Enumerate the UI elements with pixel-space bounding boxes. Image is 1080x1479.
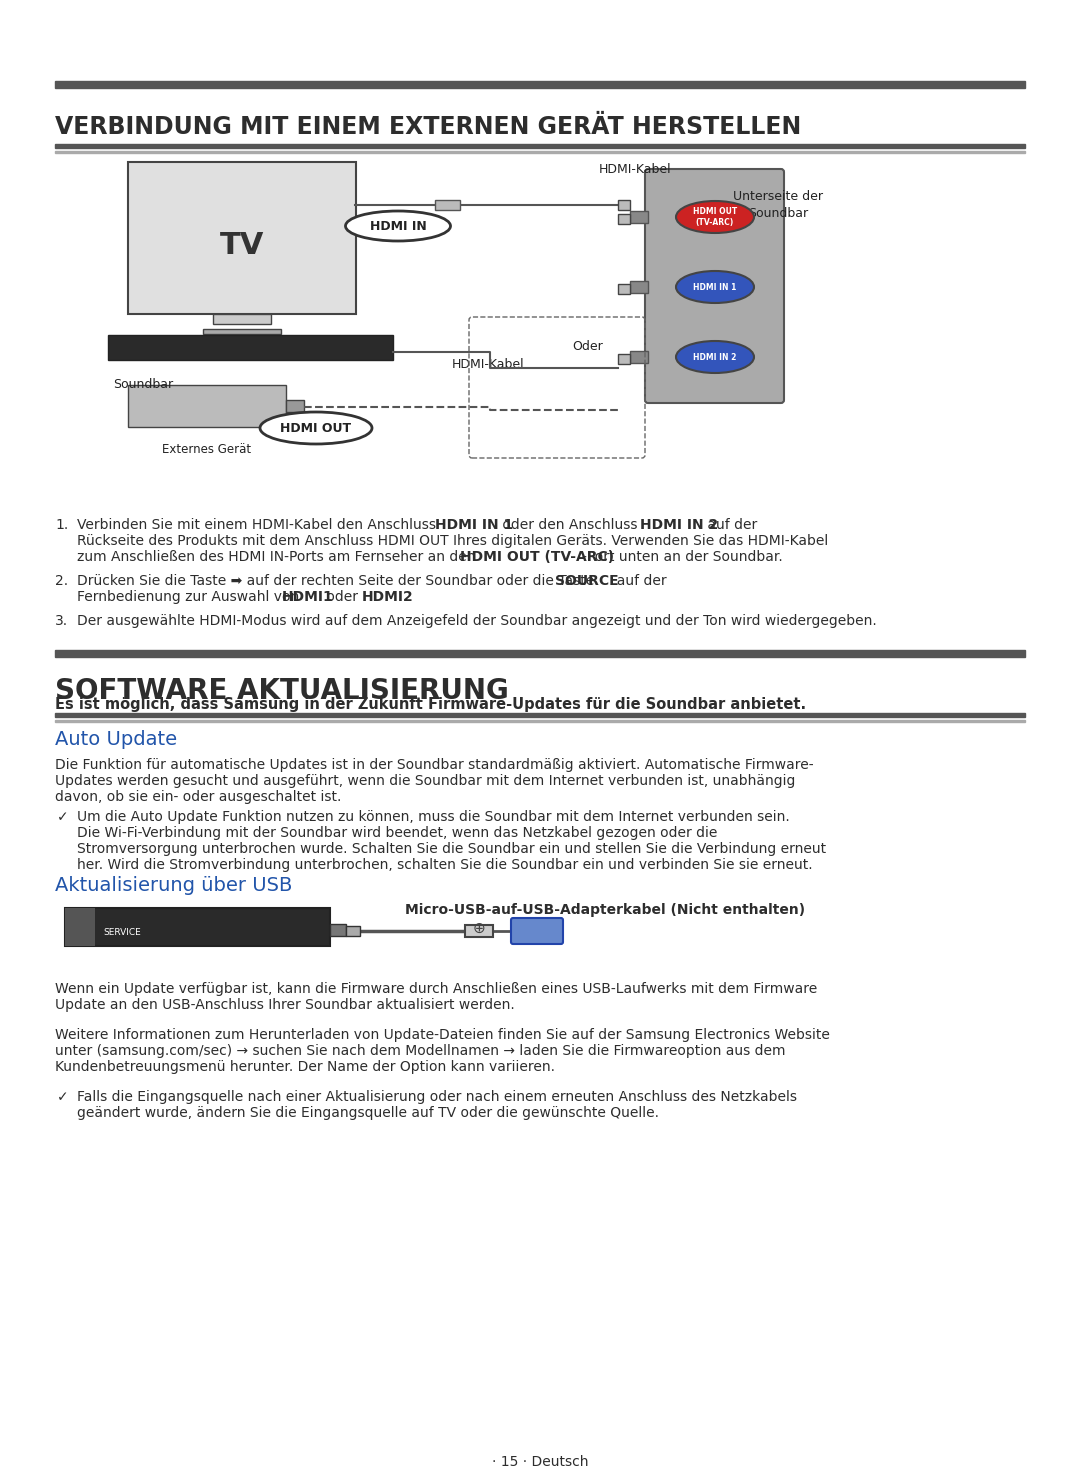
Text: Fernbedienung zur Auswahl von: Fernbedienung zur Auswahl von (77, 590, 303, 603)
Text: SERVICE: SERVICE (103, 927, 140, 938)
Ellipse shape (676, 271, 754, 303)
Text: HDMI IN 1: HDMI IN 1 (693, 282, 737, 291)
Bar (630, 211, 648, 223)
Bar (129, 163, 356, 314)
Text: SOURCE: SOURCE (555, 574, 619, 589)
Bar (618, 214, 630, 223)
Text: Micro-USB-auf-USB-Adapterkabel (Nicht enthalten): Micro-USB-auf-USB-Adapterkabel (Nicht en… (405, 904, 805, 917)
Text: HDMI-Kabel: HDMI-Kabel (451, 358, 524, 371)
Bar (65, 908, 95, 947)
Text: ✓: ✓ (57, 810, 69, 824)
Text: Rückseite des Produkts mit dem Anschluss HDMI OUT Ihres digitalen Geräts. Verwen: Rückseite des Produkts mit dem Anschluss… (77, 534, 828, 549)
Bar (630, 351, 648, 362)
Text: Drücken Sie die Taste ➡ auf der rechten Seite der Soundbar oder die Taste: Drücken Sie die Taste ➡ auf der rechten … (77, 574, 598, 589)
Text: ✓: ✓ (57, 1090, 69, 1103)
Text: davon, ob sie ein- oder ausgeschaltet ist.: davon, ob sie ein- oder ausgeschaltet is… (55, 790, 341, 805)
Bar (65, 908, 330, 947)
Ellipse shape (676, 342, 754, 373)
Text: auf der: auf der (608, 574, 666, 589)
Text: zum Anschließen des HDMI IN-Ports am Fernseher an den: zum Anschließen des HDMI IN-Ports am Fer… (77, 550, 480, 563)
Text: Update an den USB-Anschluss Ihrer Soundbar aktualisiert werden.: Update an den USB-Anschluss Ihrer Soundb… (55, 998, 515, 1012)
Ellipse shape (260, 413, 372, 444)
Text: Updates werden gesucht und ausgeführt, wenn die Soundbar mit dem Internet verbun: Updates werden gesucht und ausgeführt, w… (55, 774, 795, 788)
Bar (435, 200, 460, 210)
Text: HDMI OUT (TV-ARC): HDMI OUT (TV-ARC) (460, 550, 615, 563)
Text: her. Wird die Stromverbindung unterbrochen, schalten Sie die Soundbar ein und ve: her. Wird die Stromverbindung unterbroch… (77, 858, 812, 873)
Bar (465, 924, 492, 938)
Text: HDMI OUT
(TV-ARC): HDMI OUT (TV-ARC) (693, 207, 738, 226)
Text: oder den Anschluss: oder den Anschluss (498, 518, 642, 532)
Text: HDMI2: HDMI2 (362, 590, 414, 603)
Text: HDMI-Kabel: HDMI-Kabel (598, 163, 672, 176)
Bar (346, 926, 360, 936)
Text: Kundenbetreuungsmenü herunter. Der Name der Option kann variieren.: Kundenbetreuungsmenü herunter. Der Name … (55, 1060, 555, 1074)
Text: Soundbar: Soundbar (113, 379, 173, 390)
Bar (213, 314, 271, 324)
Ellipse shape (676, 201, 754, 234)
Text: Verbinden Sie mit einem HDMI-Kabel den Anschluss: Verbinden Sie mit einem HDMI-Kabel den A… (77, 518, 441, 532)
Bar (55, 143, 1025, 148)
Text: Aktualisierung über USB: Aktualisierung über USB (55, 876, 293, 895)
Text: Falls die Eingangsquelle nach einer Aktualisierung oder nach einem erneuten Ansc: Falls die Eingangsquelle nach einer Aktu… (77, 1090, 797, 1103)
Text: -Port unten an der Soundbar.: -Port unten an der Soundbar. (582, 550, 783, 563)
Text: Externes Gerät: Externes Gerät (162, 444, 252, 456)
Bar (630, 281, 648, 293)
Bar (55, 713, 1025, 717)
Bar (108, 336, 393, 359)
Bar (55, 649, 1025, 657)
Text: Unterseite der
Soundbar: Unterseite der Soundbar (733, 189, 823, 220)
Text: HDMI IN 1: HDMI IN 1 (435, 518, 513, 532)
Text: · 15 · Deutsch: · 15 · Deutsch (491, 1455, 589, 1469)
Text: Es ist möglich, dass Samsung in der Zukunft Firmware-Updates für die Soundbar an: Es ist möglich, dass Samsung in der Zuku… (55, 697, 806, 711)
FancyBboxPatch shape (645, 169, 784, 402)
Text: Der ausgewählte HDMI-Modus wird auf dem Anzeigefeld der Soundbar angezeigt und d: Der ausgewählte HDMI-Modus wird auf dem … (77, 614, 877, 629)
Bar (55, 720, 1025, 722)
Bar (55, 151, 1025, 152)
Text: HDMI IN 2: HDMI IN 2 (693, 352, 737, 361)
Text: Weitere Informationen zum Herunterladen von Update-Dateien finden Sie auf der Sa: Weitere Informationen zum Herunterladen … (55, 1028, 829, 1043)
Text: Die Funktion für automatische Updates ist in der Soundbar standardmäßig aktivier: Die Funktion für automatische Updates is… (55, 759, 813, 772)
Text: Um die Auto Update Funktion nutzen zu können, muss die Soundbar mit dem Internet: Um die Auto Update Funktion nutzen zu kö… (77, 810, 789, 824)
Bar (618, 200, 630, 210)
Text: HDMI OUT: HDMI OUT (281, 422, 352, 435)
Bar (618, 284, 630, 294)
Bar (618, 353, 630, 364)
Text: ⊕: ⊕ (473, 921, 485, 936)
Text: HDMI1: HDMI1 (282, 590, 334, 603)
Text: auf der: auf der (703, 518, 757, 532)
Text: HDMI IN 2: HDMI IN 2 (640, 518, 718, 532)
Text: .: . (403, 590, 407, 603)
Text: geändert wurde, ändern Sie die Eingangsquelle auf TV oder die gewünschte Quelle.: geändert wurde, ändern Sie die Eingangsq… (77, 1106, 659, 1120)
Text: 3.: 3. (55, 614, 68, 629)
Text: Oder: Oder (572, 340, 604, 353)
Text: Stromversorgung unterbrochen wurde. Schalten Sie die Soundbar ein und stellen Si: Stromversorgung unterbrochen wurde. Scha… (77, 842, 826, 856)
Bar (286, 399, 303, 413)
Ellipse shape (346, 211, 450, 241)
Text: VERBINDUNG MIT EINEM EXTERNEN GERÄT HERSTELLEN: VERBINDUNG MIT EINEM EXTERNEN GERÄT HERS… (55, 115, 801, 139)
Text: 1.: 1. (55, 518, 68, 532)
Text: SOFTWARE AKTUALISIERUNG: SOFTWARE AKTUALISIERUNG (55, 677, 509, 705)
Text: Auto Update: Auto Update (55, 731, 177, 748)
Text: Wenn ein Update verfügbar ist, kann die Firmware durch Anschließen eines USB-Lau: Wenn ein Update verfügbar ist, kann die … (55, 982, 818, 995)
Bar (203, 328, 281, 334)
Text: oder: oder (322, 590, 363, 603)
Text: HDMI IN: HDMI IN (369, 219, 427, 232)
Bar (55, 81, 1025, 87)
Text: unter (samsung.com/sec) → suchen Sie nach dem Modellnamen → laden Sie die Firmwa: unter (samsung.com/sec) → suchen Sie nac… (55, 1044, 785, 1057)
FancyBboxPatch shape (511, 918, 563, 944)
Text: Die Wi-Fi-Verbindung mit der Soundbar wird beendet, wenn das Netzkabel gezogen o: Die Wi-Fi-Verbindung mit der Soundbar wi… (77, 825, 717, 840)
Text: 2.: 2. (55, 574, 68, 589)
Text: TV: TV (220, 232, 265, 260)
Bar (330, 924, 346, 936)
Bar (129, 385, 286, 427)
